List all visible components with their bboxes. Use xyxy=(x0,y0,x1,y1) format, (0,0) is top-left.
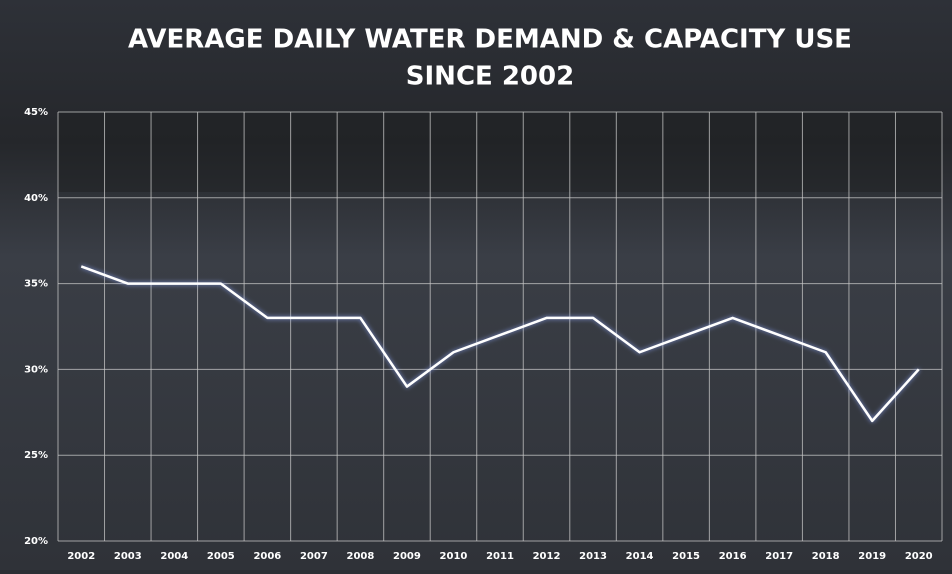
y-tick-label: 25% xyxy=(24,450,48,461)
x-tick-label: 2013 xyxy=(579,551,607,562)
x-tick-label: 2011 xyxy=(486,551,514,562)
chart-title: AVERAGE DAILY WATER DEMAND & CAPACITY US… xyxy=(128,25,852,55)
y-tick-label: 30% xyxy=(24,364,48,375)
y-tick-label: 20% xyxy=(24,536,48,547)
x-tick-label: 2008 xyxy=(346,551,374,562)
data-line xyxy=(80,265,920,423)
x-tick-label: 2014 xyxy=(626,551,654,562)
x-tick-label: 2010 xyxy=(440,551,468,562)
x-tick-label: 2018 xyxy=(812,551,840,562)
treeline xyxy=(58,112,942,192)
x-tick-label: 2009 xyxy=(393,551,421,562)
x-tick-label: 2015 xyxy=(672,551,700,562)
y-tick-label: 35% xyxy=(24,279,48,290)
chart-title: SINCE 2002 xyxy=(406,62,574,92)
x-tick-label: 2016 xyxy=(719,551,747,562)
x-tick-label: 2006 xyxy=(253,551,281,562)
x-tick-label: 2002 xyxy=(67,551,95,562)
x-tick-label: 2007 xyxy=(300,551,328,562)
x-tick-label: 2005 xyxy=(207,551,235,562)
x-tick-label: 2017 xyxy=(765,551,793,562)
y-tick-label: 45% xyxy=(24,107,48,118)
x-tick-label: 2003 xyxy=(114,551,142,562)
x-tick-label: 2004 xyxy=(160,551,188,562)
x-tick-label: 2019 xyxy=(858,551,886,562)
x-tick-label: 2020 xyxy=(905,551,933,562)
x-tick-label: 2012 xyxy=(533,551,561,562)
y-tick-label: 40% xyxy=(24,193,48,204)
